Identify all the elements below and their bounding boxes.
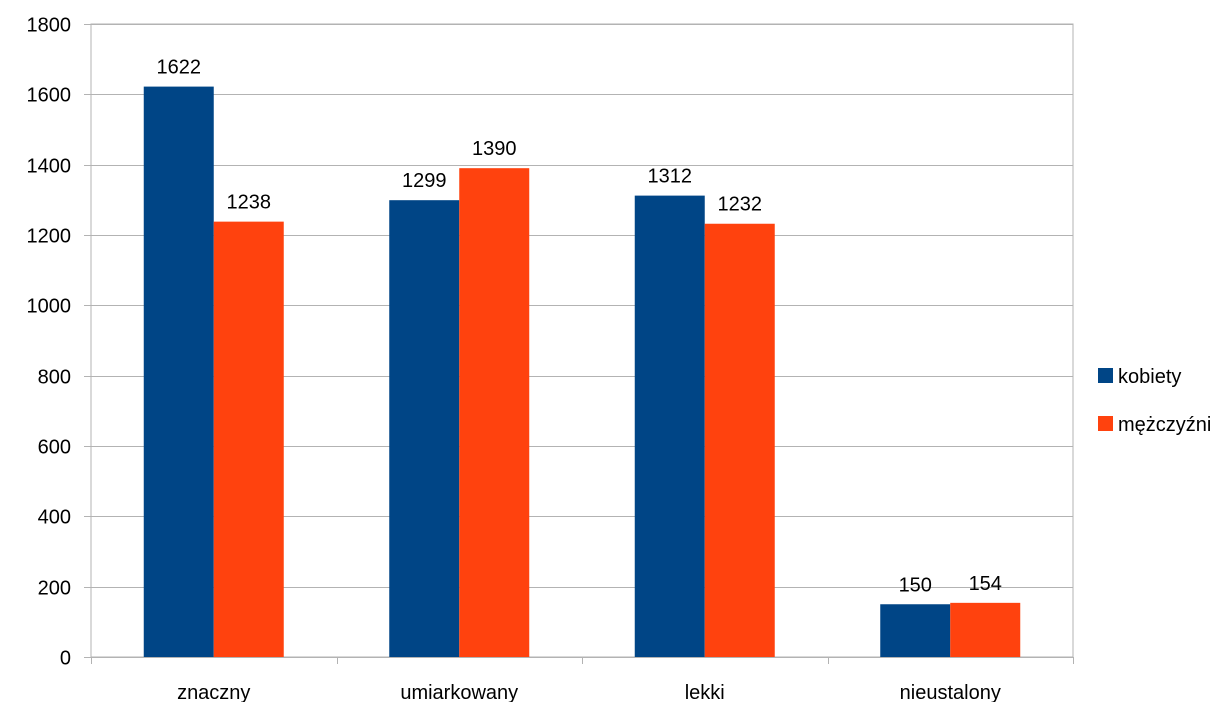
data-label: 1232 [718,194,763,216]
y-tick-label: 1600 [27,85,72,107]
y-tick-label: 0 [60,648,71,670]
x-tick-label: znaczny [177,682,250,702]
x-tick-label: umiarkowany [400,682,518,702]
bar-kobiety-lekki [634,195,705,657]
bar-kobiety-umiarkowany [389,200,460,657]
legend-item-mezczyzni: mężczyźni [1098,414,1211,436]
data-label: 154 [969,573,1002,595]
bar-kobiety-nieustalony [880,604,951,657]
x-tick-label: nieustalony [900,682,1001,702]
bar-kobiety-znaczny [143,86,214,657]
data-label: 1390 [472,138,517,160]
y-tick-label: 1200 [27,226,72,248]
x-tick-label: lekki [685,682,725,702]
axes: 0 200 400 600 800 1000 1200 1400 1600 1800 znaczny… [27,15,1074,704]
y-tick-label: 600 [38,437,71,459]
legend-label: kobiety [1118,366,1181,388]
y-tick-label: 400 [38,507,71,529]
bar-mezczyzni-lekki [704,223,775,657]
data-label: 1238 [227,192,272,214]
data-label: 1622 [157,57,202,79]
y-tick-label: 1000 [27,296,72,318]
bars [143,86,1021,658]
legend: kobiety mężczyźni [1098,366,1211,436]
data-label: 150 [899,574,932,596]
y-tick-label: 1400 [27,156,72,178]
y-tick-label: 800 [38,367,71,389]
legend-item-kobiety: kobiety [1098,366,1181,388]
legend-swatch [1098,416,1113,431]
bar-mezczyzni-znaczny [213,221,284,658]
y-tick-label: 200 [38,578,71,600]
legend-label: mężczyźni [1118,414,1211,436]
legend-swatch [1098,368,1113,383]
data-label: 1299 [402,170,447,192]
bar-mezczyzni-nieustalony [950,602,1021,657]
y-tick-label: 1800 [27,15,72,37]
data-label: 1312 [648,166,693,188]
bar-mezczyzni-umiarkowany [459,168,530,657]
data-labels: 1622 1238 1299 1390 1312 1232 150 154 [157,57,1002,597]
